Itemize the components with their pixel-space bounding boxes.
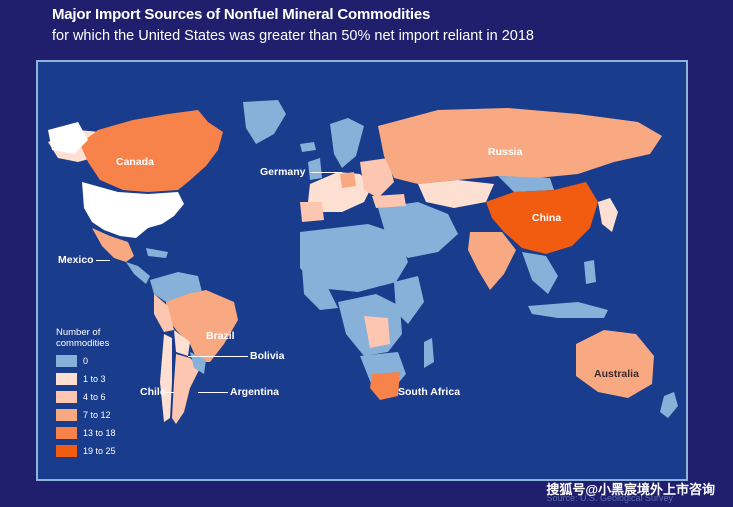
legend-item: 4 to 6: [56, 390, 136, 403]
label-australia: Australia: [594, 368, 639, 380]
chile-region: [160, 334, 172, 422]
label-argentina: Argentina: [230, 386, 280, 398]
west-africa-region: [302, 268, 338, 310]
spain-region: [300, 202, 324, 222]
label-south-africa: South Africa: [398, 386, 461, 398]
indonesia-region: [528, 302, 608, 318]
germany-leader-line: [310, 172, 342, 173]
philippines-region: [584, 260, 596, 284]
argentina-region: [172, 354, 200, 424]
legend-item: 7 to 12: [56, 408, 136, 421]
label-mexico: Mexico: [58, 254, 94, 266]
label-russia: Russia: [488, 146, 523, 158]
legend-swatch: [56, 444, 77, 457]
legend-item: 0: [56, 354, 136, 367]
watermark-text: 搜狐号@小黑宸境外上市咨询: [546, 482, 715, 497]
china-region: [486, 182, 598, 254]
korea-japan-region: [598, 198, 618, 232]
canada-region: [80, 110, 223, 192]
legend-item: 1 to 3: [56, 372, 136, 385]
east-africa-region: [394, 276, 424, 324]
north-africa-region: [300, 224, 408, 292]
legend-title: Number of commodities: [56, 327, 110, 349]
legend-swatch: [56, 408, 77, 421]
argentina-leader-line: [198, 392, 228, 393]
caribbean-region: [146, 248, 168, 258]
world-map-svg: [48, 100, 678, 424]
australia-region: [576, 330, 654, 398]
south-africa-region: [370, 372, 400, 400]
peru-region: [154, 294, 174, 332]
new-zealand-region: [660, 392, 678, 418]
legend-label: 0: [83, 355, 89, 366]
bolivia-leader-line: [188, 356, 248, 357]
russia-region: [378, 108, 662, 184]
legend-swatch: [56, 426, 77, 439]
legend-item: 19 to 25: [56, 444, 136, 457]
alaska-us-region: [48, 122, 88, 154]
paraguay-uruguay-region: [190, 352, 206, 374]
turkey-region: [372, 194, 406, 208]
legend-items: 0 1 to 3 4 to 6 7 to 12 13 to 18 19 to 2…: [56, 354, 136, 457]
label-china: China: [532, 212, 562, 224]
map-subtitle: for which the United States was greater …: [52, 28, 534, 44]
central-america-region: [126, 262, 150, 284]
western-europe-region: [308, 172, 372, 212]
legend-label: 13 to 18: [83, 427, 116, 438]
se-asia-region: [522, 252, 558, 294]
source-credit: Source: U.S. Geological Survey: [546, 493, 673, 503]
label-brazil: Brazil: [206, 330, 235, 342]
eastern-europe-region: [360, 158, 394, 198]
india-region: [468, 232, 516, 290]
uk-region: [308, 158, 322, 180]
united-states-region: [82, 182, 184, 238]
mexico-leader-line: [96, 260, 110, 261]
map-legend: Number of commodities 0 1 to 3 4 to 6 7 …: [56, 327, 136, 457]
iceland-region: [300, 142, 316, 152]
germany-region: [340, 172, 356, 188]
label-canada: Canada: [116, 156, 154, 168]
scandinavia-region: [330, 118, 364, 168]
chile-leader-line: [166, 392, 174, 393]
legend-swatch: [56, 390, 77, 403]
label-bolivia: Bolivia: [250, 350, 285, 362]
madagascar-region: [424, 338, 434, 368]
legend-label: 1 to 3: [83, 373, 106, 384]
legend-swatch: [56, 354, 77, 367]
legend-label: 4 to 6: [83, 391, 106, 402]
drc-region: [364, 316, 390, 348]
greenland-region: [243, 100, 286, 144]
world-map: Canada Germany Russia China Mexico Brazi…: [36, 60, 688, 481]
mexico-region: [92, 228, 134, 262]
legend-swatch: [56, 372, 77, 385]
kazakhstan-region: [418, 180, 494, 208]
brazil-region: [166, 290, 238, 362]
legend-item: 13 to 18: [56, 426, 136, 439]
legend-label: 19 to 25: [83, 445, 116, 456]
bolivia-region: [174, 330, 190, 356]
label-chile: Chile: [140, 386, 166, 398]
mongolia-region: [498, 176, 554, 192]
label-germany: Germany: [260, 166, 306, 178]
map-title: Major Import Sources of Nonfuel Mineral …: [52, 6, 431, 23]
legend-label: 7 to 12: [83, 409, 111, 420]
